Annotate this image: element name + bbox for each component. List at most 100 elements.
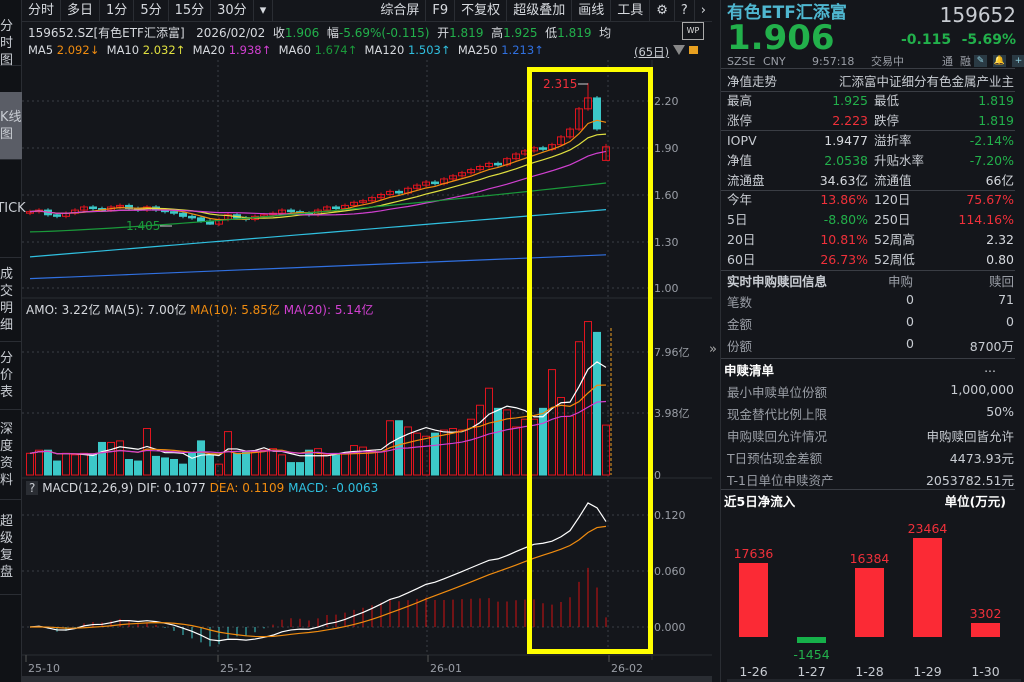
volume-bar <box>260 449 268 476</box>
toolbar-button-right-5[interactable]: 工具 <box>611 0 651 22</box>
toolbar-button-right-0[interactable]: 综合屏 <box>374 0 427 22</box>
volume-bar <box>305 449 313 476</box>
meta-0: SZSE <box>727 55 756 68</box>
help-icon[interactable]: ? <box>675 0 695 22</box>
toolbar-button-right-4[interactable]: 画线 <box>572 0 612 22</box>
toolbar-button-right-2[interactable]: 不复权 <box>455 0 508 22</box>
high-label: 高 <box>491 26 504 40</box>
open-value: 1.819 <box>449 26 484 40</box>
candle-up <box>80 206 88 211</box>
candle-down <box>188 215 196 219</box>
meta-1: CNY <box>763 55 786 68</box>
candle-down <box>89 206 97 210</box>
candle-down <box>179 212 187 217</box>
toolbar-button-right-1[interactable]: F9 <box>426 0 456 22</box>
toolbar-button-right-3[interactable]: 超级叠加 <box>507 0 573 22</box>
lock-icon[interactable] <box>689 46 698 54</box>
volume-bar <box>251 451 259 476</box>
volume-bar <box>134 460 142 476</box>
candle-down <box>53 214 61 217</box>
ma10-label: MA10 <box>106 43 140 57</box>
sidebar-tab-label: K线图 <box>0 109 22 142</box>
plus-icon[interactable]: + <box>1012 55 1024 67</box>
sidebar-tab-5[interactable]: 深度资料 <box>0 410 22 500</box>
toolbar: 分时 多日 1分 5分 15分 30分 ▾ 综合屏 F9 不复权 超级叠加 画线 工具 ⚙? › <box>22 0 712 22</box>
candle-up <box>359 200 367 203</box>
volume-bar <box>449 428 457 476</box>
stat-label: 流通盘 <box>727 173 765 188</box>
period-selector[interactable]: (65日) <box>634 45 670 59</box>
volume-bar <box>341 452 349 476</box>
date-axis-label: 26-01 <box>430 662 462 675</box>
macd-hist-value: MACD: -0.0063 <box>288 481 379 495</box>
sidebar-tab-3[interactable]: 成交明细 <box>0 258 22 342</box>
highlight-box <box>527 67 653 654</box>
chevron-right-icon[interactable]: › <box>700 3 706 18</box>
macd-help-button[interactable]: ? <box>26 481 39 495</box>
ma250-label: MA250 <box>457 43 498 57</box>
toolbar-button-0[interactable]: 分时 <box>22 0 62 22</box>
sidebar-tab-6[interactable]: 超级复盘 <box>0 500 22 595</box>
stat-value: 13.86% <box>820 192 868 207</box>
sidebar-tab-label: 分时图 <box>0 19 14 68</box>
sidebar-tab-2[interactable]: TICK <box>0 160 26 258</box>
pcf-more-button[interactable]: ... <box>984 360 996 375</box>
candle-up <box>341 204 349 210</box>
sidebar-tab-1[interactable]: K线图 <box>0 92 22 160</box>
divider <box>721 190 1015 191</box>
volume-bar <box>89 454 97 476</box>
horizontal-scrollbar[interactable] <box>22 676 712 682</box>
realtime-creation-header: 实时申购赎回信息 <box>727 274 828 289</box>
pcf-value: 1,000,000 <box>950 382 1014 397</box>
toolbar-button-6[interactable]: ▾ <box>254 0 274 22</box>
wp-icon[interactable]: WP <box>682 22 704 40</box>
low-value: 1.819 <box>557 26 592 40</box>
edit-icon[interactable]: ✎ <box>974 55 987 67</box>
stat-value: 1.819 <box>978 93 1014 108</box>
stat-value: -8.80% <box>823 212 868 227</box>
ma-legend: MA5 2.092↓ MA10 2.032↑ MA20 1.938↑ MA60 … <box>28 43 544 57</box>
redemption-value: 8700万 <box>969 339 1014 354</box>
dropdown-triangle-icon[interactable] <box>673 45 685 55</box>
stat-label: 今年 <box>727 192 753 207</box>
stat-label: 20日 <box>727 232 756 247</box>
stat-value: -7.20% <box>969 153 1014 168</box>
right-scrollbar[interactable] <box>727 679 1021 682</box>
last-price: 1.906 <box>727 18 835 58</box>
toolbar-button-5[interactable]: 30分 <box>211 0 254 22</box>
open-label: 开 <box>437 26 450 40</box>
stat-value: 2.32 <box>986 232 1014 247</box>
panel-splitter-icon[interactable]: » <box>709 342 717 357</box>
kline-chart-area[interactable]: 2.20 1.90 1.60 1.30 1.00 7.96亿 3.98亿 0 0.120 0.06… <box>0 0 712 682</box>
volume-bar <box>125 459 133 476</box>
toolbar-button-3[interactable]: 5分 <box>134 0 169 22</box>
meta-3: 交易中 <box>871 55 904 68</box>
volume-bar <box>404 426 412 476</box>
volume-bar <box>476 404 484 476</box>
toolbar-button-4[interactable]: 15分 <box>169 0 212 22</box>
volume-bar <box>161 457 169 476</box>
toolbar-button-1[interactable]: 多日 <box>61 0 101 22</box>
volume-bar <box>116 440 124 476</box>
ma60-line <box>29 182 607 233</box>
creation-value: 0 <box>906 336 914 351</box>
toolbar-button-2[interactable]: 1分 <box>100 0 135 22</box>
sidebar-tab-0[interactable]: 分时图 <box>0 19 22 68</box>
redemption-value: 71 <box>998 292 1014 307</box>
sidebar-tab-label: 超级复盘 <box>0 514 14 580</box>
volume-bar <box>62 452 70 476</box>
sidebar-tab-4[interactable]: 分价表 <box>0 342 22 410</box>
rong-label: 融 <box>960 55 971 68</box>
stat-label: 最高 <box>727 93 753 108</box>
nav-trend-link[interactable]: 净值走势 <box>727 74 778 89</box>
stat-value: 1.925 <box>832 93 868 108</box>
security-name: 有色ETF汇添富 <box>727 3 847 23</box>
stat-value: 26.73% <box>820 252 868 267</box>
macd-axis-label: 0.000 <box>654 621 686 634</box>
stat-value: 2.223 <box>832 113 868 128</box>
bell-icon[interactable]: 🔔 <box>993 55 1006 67</box>
high-value: 1.925 <box>503 26 538 40</box>
gear-icon[interactable]: ⚙ <box>650 0 675 22</box>
volume-bar <box>332 454 340 476</box>
divider <box>721 130 1015 131</box>
